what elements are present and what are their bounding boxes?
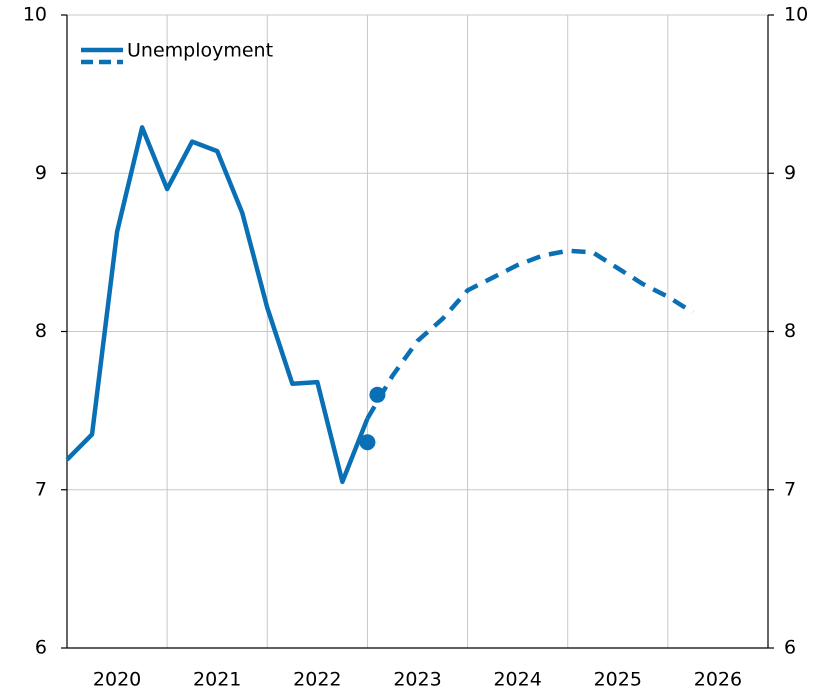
- x-tick-label: 2023: [393, 669, 441, 691]
- y-tick-label: 9: [35, 162, 47, 184]
- y2-tick-label: 9: [784, 162, 796, 184]
- y2-tick-label: 6: [784, 637, 796, 659]
- x-tick-label: 2022: [293, 669, 341, 691]
- y-tick-label: 10: [23, 4, 47, 26]
- point: [369, 386, 386, 403]
- x-tick-label: 2026: [694, 669, 742, 691]
- line-series: [65, 125, 370, 485]
- y-tick-label: 7: [35, 478, 47, 500]
- point: [359, 434, 376, 451]
- line-series: [365, 248, 695, 420]
- y-tick-label: 6: [35, 637, 47, 659]
- y-tick-label: 8: [35, 320, 47, 342]
- y2-tick-label: 8: [784, 320, 796, 342]
- x-tick-label: 2024: [493, 669, 541, 691]
- x-tick-label: 2020: [93, 669, 141, 691]
- x-tick-label: 2021: [193, 669, 241, 691]
- legend-label: Unemployment: [127, 40, 273, 62]
- y2-tick-label: 7: [784, 478, 796, 500]
- y2-tick-label: 10: [784, 4, 808, 26]
- x-tick-label: 2025: [594, 669, 642, 691]
